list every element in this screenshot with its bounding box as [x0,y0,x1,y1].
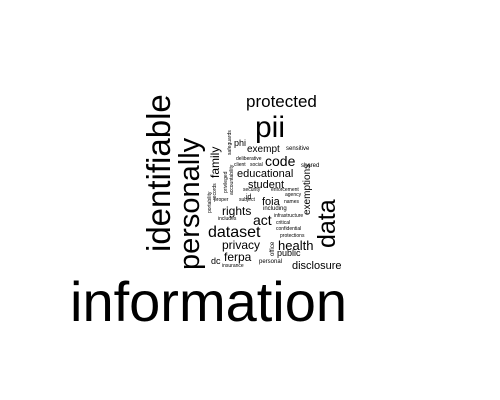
word-phi: phi [234,138,247,148]
word-student: student [248,179,285,191]
word-including: including [263,206,287,212]
word-proper: proper [214,197,229,203]
word-accountability: accountability [229,164,235,195]
word-sensitive: sensitive [286,146,310,152]
word-exempt: exempt [247,144,280,155]
word-ferpa: ferpa [224,250,252,264]
word-critical: critical [276,220,291,226]
word-insurance: insurance [222,263,244,269]
word-includes: includes [218,216,237,222]
word-client: client [234,162,246,168]
word-information: information [70,270,348,333]
word-records: records [212,183,218,200]
word-health: health [278,238,314,253]
word-confidential: confidential [276,226,302,232]
word-enforcement: enforcement [271,187,299,193]
word-id: id [246,194,252,201]
word-public: public [277,248,301,258]
word-dataset: dataset [208,224,261,241]
word-disclosure: disclosure [292,260,342,272]
word-subject: subject [239,197,255,203]
word-deliberative: deliberative [236,156,262,162]
word-identifiable: identifiable [140,94,177,252]
word-protections: protections [280,233,305,239]
word-family: family [208,146,222,178]
word-data: data [313,199,341,248]
word-educational: educational [237,168,294,180]
word-office: office [270,241,276,256]
word-foia: foia [262,196,280,208]
word-protected: protected [246,92,317,111]
word-safeguards: safeguards [227,130,233,155]
word-personally: personally [174,137,206,270]
word-infrastructure: infrastructure [274,213,304,219]
word-dc: dc [211,256,221,266]
word-privacy: privacy [222,238,261,252]
word-personal: personal [259,259,283,265]
word-security: security [243,187,261,193]
word-social: social [250,162,263,168]
word-pii: pii [255,111,286,144]
word-agency: agency [285,192,302,198]
word-exemptions: exemptions [302,163,313,215]
word-rights: rights [222,204,252,218]
word-shared: shared [301,163,320,169]
word-names: names [284,199,300,205]
word-act: act [253,212,272,228]
word-code: code [265,153,296,169]
